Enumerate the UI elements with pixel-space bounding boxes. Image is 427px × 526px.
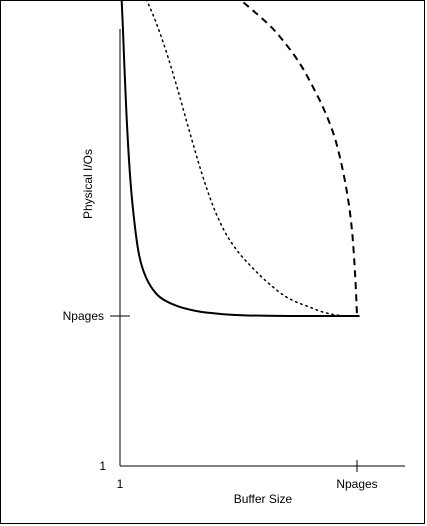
series-solid-line — [120, 1, 360, 318]
x-axis-label: Buffer Size — [234, 492, 293, 506]
series-dashed-line — [239, 1, 358, 317]
y-tick-label: Npages — [63, 309, 104, 323]
ticks: 1 Npages 1 Npages — [63, 309, 378, 491]
y-tick-label: 1 — [99, 459, 106, 473]
series-dotted-line — [146, 1, 358, 317]
x-tick-label: 1 — [117, 477, 124, 491]
axes — [119, 29, 405, 467]
x-tick-label: Npages — [336, 477, 377, 491]
series — [120, 1, 360, 318]
y-axis-label: Physical I/Os — [81, 149, 95, 219]
